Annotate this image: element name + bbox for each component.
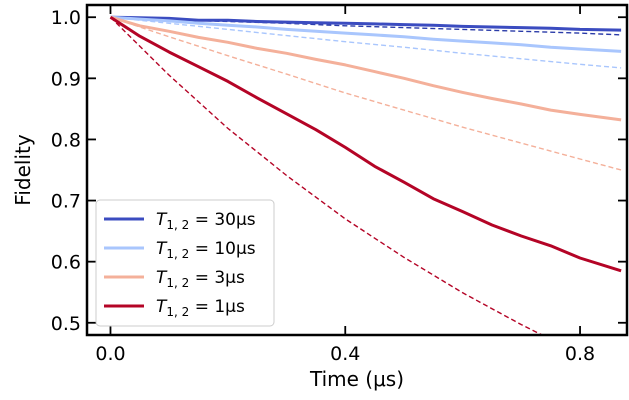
legend-label: T1, 2 = 1μs [156,297,245,319]
legend-label: T1, 2 = 30μs [156,210,256,232]
legend-box [95,199,275,327]
y-tick-label: 0.9 [51,68,81,90]
y-tick-label: 0.8 [51,129,81,151]
series-line-2 [110,15,622,53]
plot-frame [85,3,629,337]
x-tick-label: 0.8 [565,343,595,365]
y-tick-label: 0.6 [51,252,81,274]
y-tick-label: 0.7 [51,191,81,213]
legend: T1, 2 = 30μs T1, 2 = 10μs T1, 2 = 3μs T1, 2… [95,199,275,327]
series-line-4 [109,15,622,273]
x-tick-label: 0.0 [95,343,125,365]
legend-label: T1, 2 = 3μs [156,268,245,290]
x-axis-label: Time (μs) [309,367,404,391]
reference-curve-3 [110,16,622,171]
y-tick-label: 0.5 [51,313,81,335]
reference-curve-2 [110,16,622,69]
series-line-1 [110,15,622,32]
reference-curve-4 [110,16,544,335]
y-tick-label: 1.0 [51,7,81,29]
series-layer [109,15,622,335]
axes-layer: 0.0 0.4 0.8 0.5 0.6 0.7 0.8 0.9 1.0 [51,3,629,365]
x-tick-label: 0.4 [330,343,360,365]
legend-label: T1, 2 = 10μs [156,239,256,261]
series-line-3 [110,15,622,122]
y-axis-label: Fidelity [11,134,35,206]
